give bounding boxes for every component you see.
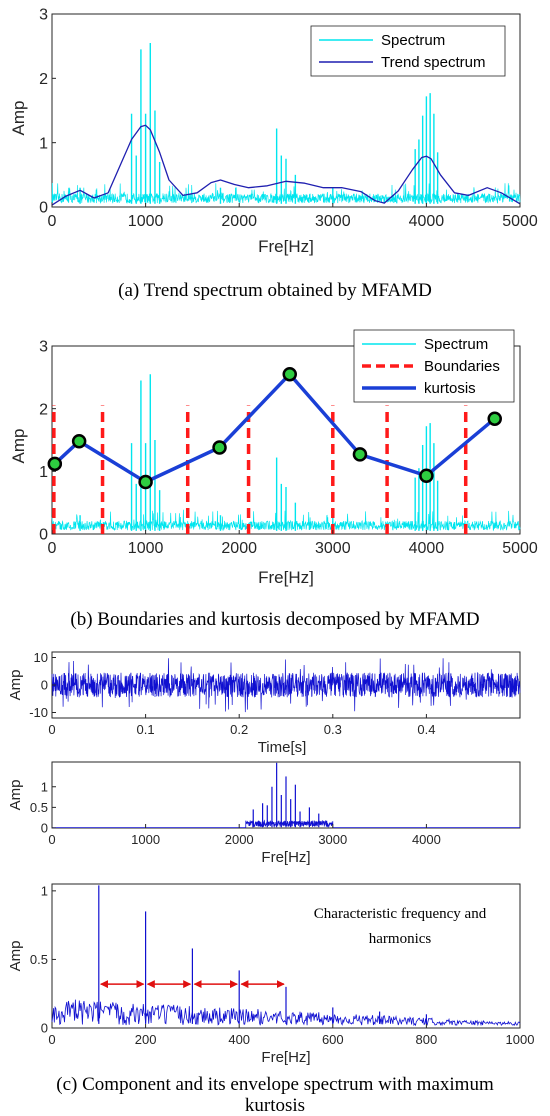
annotation-line-2: harmonics	[369, 931, 432, 947]
caption-c-line-1: (c) Component and its envelope spectrum …	[56, 1074, 494, 1095]
xtick-label-c2-0: 0	[48, 832, 55, 847]
kurtosis-point-3	[212, 440, 227, 455]
ylabel-a: Amp	[9, 101, 28, 136]
kurtosis-point-5	[352, 447, 368, 462]
ytick-label-b-0: 0	[39, 527, 48, 544]
xtick-label-c2-2: 2000	[225, 832, 254, 847]
xtick-label-a-4: 4000	[409, 213, 445, 230]
ytick-label-a-2: 2	[39, 71, 48, 88]
ylabel-c1: Amp	[7, 670, 24, 701]
kurtosis-point-7	[487, 411, 502, 426]
ticks-a: 0 1000 2000 3000 4000 5000 0 1 2 3	[39, 7, 538, 230]
trend-spectrum-line	[51, 124, 521, 206]
ytick-label-c3-1: 0.5	[30, 952, 48, 967]
ytick-label-c1-2: 10	[34, 650, 48, 665]
legend-label-trend: Trend spectrum	[381, 54, 485, 71]
time-signal	[51, 658, 521, 713]
ytick-label-b-3: 3	[39, 339, 48, 356]
xtick-label-b-2: 2000	[221, 540, 257, 557]
ylabel-b: Amp	[9, 429, 28, 464]
panel-a: 0 1000 2000 3000 4000 5000 0 1 2 3 Amp Fre[Hz] Sp…	[9, 7, 538, 301]
ytick-label-c2-2: 1	[41, 779, 48, 794]
xtick-label-c3-1: 200	[135, 1032, 157, 1047]
ylabel-c2: Amp	[7, 780, 24, 811]
xtick-label-c1-1: 0.1	[137, 722, 155, 737]
plot-data-c1	[51, 658, 521, 713]
kurtosis-point-0	[47, 456, 63, 472]
legend-label-boundaries: Boundaries	[424, 358, 500, 375]
ytick-label-c2-0: 0	[41, 821, 48, 836]
xtick-label-c3-2: 400	[228, 1032, 250, 1047]
plot-data-c3	[51, 885, 521, 1027]
xtick-label-b-4: 4000	[409, 540, 445, 557]
xtick-label-c1-3: 0.3	[324, 722, 342, 737]
legend-label-kurtosis: kurtosis	[424, 380, 476, 397]
xtick-label-b-1: 1000	[128, 540, 164, 557]
xtick-label-a-5: 5000	[502, 213, 538, 230]
kurtosis-point-6	[419, 468, 434, 483]
kurtosis-point-4	[282, 366, 297, 382]
xtick-label-a-3: 3000	[315, 213, 351, 230]
ticks-c2: 0 1000 2000 3000 4000 0 0.5 1	[30, 779, 441, 847]
xtick-label-c1-4: 0.4	[417, 722, 435, 737]
plot-data-b	[47, 366, 521, 534]
xlabel-c2: Fre[Hz]	[261, 849, 310, 866]
annotation-line-1: Characteristic frequency and	[314, 906, 487, 922]
plot-data-c2	[52, 762, 520, 829]
xtick-label-c2-4: 4000	[412, 832, 441, 847]
caption-c-line-2: kurtosis	[245, 1095, 305, 1116]
ytick-label-b-2: 2	[39, 401, 48, 418]
xtick-label-b-3: 3000	[315, 540, 351, 557]
xtick-label-c2-3: 3000	[318, 832, 347, 847]
legend-b: Spectrum Boundaries kurtosis	[353, 329, 515, 403]
xtick-label-c3-5: 1000	[506, 1032, 535, 1047]
kurtosis-point-1	[71, 434, 87, 449]
xlabel-b: Fre[Hz]	[258, 568, 314, 587]
ytick-label-a-0: 0	[39, 200, 48, 217]
ytick-label-c1-1: 0	[41, 678, 48, 693]
caption-b: (b) Boundaries and kurtosis decomposed b…	[70, 609, 479, 630]
xtick-label-c3-4: 800	[416, 1032, 438, 1047]
legend-box-a	[310, 25, 506, 77]
legend-label-spectrum-b: Spectrum	[424, 336, 488, 353]
ytick-label-b-1: 1	[39, 464, 48, 481]
ytick-label-c1-0: -10	[29, 705, 48, 720]
xtick-label-a-1: 1000	[128, 213, 164, 230]
xlabel-c1: Time[s]	[258, 739, 307, 756]
panel-c3: 0 200 400 600 800 1000 0 0.5 1 Amp Fre[Hz] Chara…	[7, 883, 534, 1066]
xtick-label-a-0: 0	[48, 213, 57, 230]
xtick-label-c1-2: 0.2	[230, 722, 248, 737]
ytick-label-a-1: 1	[39, 135, 48, 152]
kurtosis-line	[53, 372, 496, 484]
xtick-label-b-0: 0	[48, 540, 57, 557]
xtick-label-c3-0: 0	[48, 1032, 55, 1047]
ytick-label-a-3: 3	[39, 7, 48, 24]
xtick-label-a-2: 2000	[221, 213, 257, 230]
xtick-label-c2-1: 1000	[131, 832, 160, 847]
caption-a: (a) Trend spectrum obtained by MFAMD	[118, 280, 432, 301]
xtick-label-b-5: 5000	[502, 540, 538, 557]
panel-b: 0 1000 2000 3000 4000 5000 0 1 2 3 Amp Fre[Hz] Sp…	[9, 329, 538, 630]
panel-c2: 0 1000 2000 3000 4000 0 0.5 1 Amp Fre[Hz]	[7, 761, 521, 866]
ticks-c3: 0 200 400 600 800 1000 0 0.5 1	[30, 883, 535, 1047]
xtick-label-c1-0: 0	[48, 722, 55, 737]
legend-a: Spectrum Trend spectrum	[310, 25, 506, 77]
xtick-label-c3-3: 600	[322, 1032, 344, 1047]
ticks-b: 0 1000 2000 3000 4000 5000 0 1 2 3	[39, 339, 538, 557]
xlabel-a: Fre[Hz]	[258, 237, 314, 256]
kurtosis-point-2	[138, 474, 153, 490]
ytick-label-c3-2: 1	[41, 883, 48, 898]
ylabel-c3: Amp	[7, 941, 24, 972]
ytick-label-c2-1: 0.5	[30, 800, 48, 815]
plot-data-a	[51, 42, 521, 206]
xlabel-c3: Fre[Hz]	[261, 1049, 310, 1066]
legend-label-spectrum: Spectrum	[381, 32, 445, 49]
ytick-label-c3-0: 0	[41, 1021, 48, 1036]
